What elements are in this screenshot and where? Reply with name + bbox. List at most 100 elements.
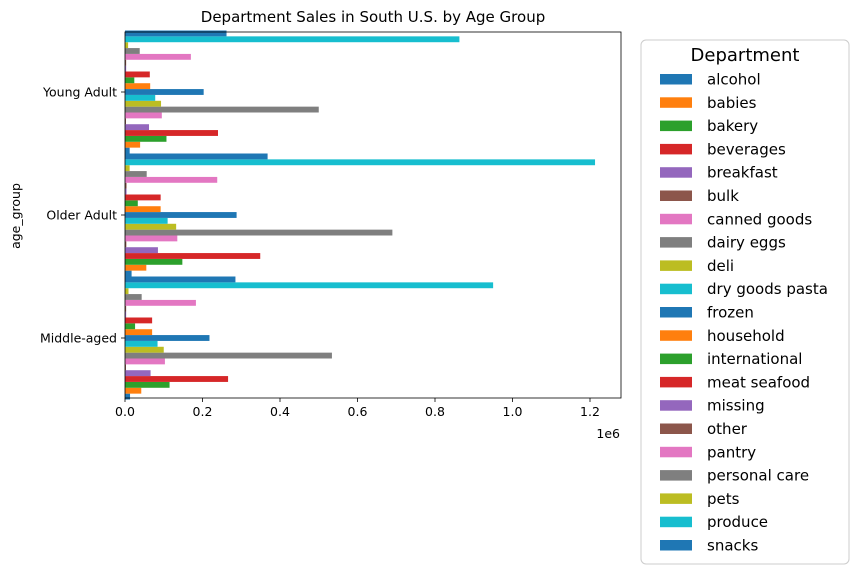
legend: Department alcohol babies bakery beverages br… (640, 39, 850, 565)
bar-young-adult-missing (125, 65, 127, 72)
bar-older-adult-household (125, 206, 161, 213)
legend-title: Department (691, 45, 800, 66)
legend-label-alcohol: alcohol (707, 71, 761, 89)
bar-young-adult-snacks (125, 30, 227, 37)
x-axis-offset-label: 1e6 (596, 426, 620, 441)
x-tick-label: 1.0 (503, 404, 523, 419)
legend-swatch-canned-goods (660, 213, 692, 225)
legend-label-beverages: beverages (707, 140, 786, 158)
bar-middle-aged-breakfast (125, 370, 151, 377)
bar-young-adult-breakfast (125, 124, 150, 131)
bar-middle-aged-bakery (125, 381, 170, 388)
bar-older-adult-alcohol (125, 270, 132, 277)
bar-young-adult-pets (125, 42, 129, 49)
legend-swatch-snacks (660, 540, 692, 551)
bar-older-adult-canned-goods (125, 235, 178, 242)
legend-label-produce: produce (707, 513, 768, 531)
bar-young-adult-pantry (125, 53, 191, 60)
legend-label-canned-goods: canned goods (707, 210, 812, 228)
bar-middle-aged-deli (125, 346, 164, 353)
x-tick-label: 0.6 (348, 404, 368, 419)
bar-middle-aged-bulk (125, 364, 126, 371)
bar-middle-aged-household (125, 329, 153, 336)
bar-young-adult-beverages (125, 130, 218, 136)
legend-label-breakfast: breakfast (707, 164, 778, 182)
bar-young-adult-bakery (125, 135, 167, 142)
bar-young-adult-babies (125, 141, 141, 148)
legend-label-dry-goods-pasta: dry goods pasta (707, 280, 828, 298)
y-tick-label: Young Adult (42, 85, 117, 100)
bar-middle-aged-alcohol (125, 393, 131, 400)
bar-middle-aged-other (125, 305, 127, 312)
bar-older-adult-dry-goods-pasta (125, 217, 168, 224)
legend-label-frozen: frozen (707, 304, 754, 322)
bar-older-adult-personal-care (125, 171, 147, 177)
y-tick-label: Older Adult (46, 208, 117, 223)
bar-middle-aged-canned-goods (125, 358, 165, 365)
legend-swatch-bulk (660, 190, 692, 201)
bar-young-adult-frozen (125, 89, 204, 95)
legend-label-snacks: snacks (707, 537, 758, 555)
legend-swatch-dry-goods-pasta (660, 283, 692, 295)
legend-swatch-bakery (660, 120, 692, 132)
legend-swatch-dairy-eggs (660, 237, 692, 248)
x-tick-label: 0.8 (425, 404, 445, 419)
bar-older-adult-bulk (125, 241, 127, 248)
bar-middle-aged-missing (125, 311, 127, 318)
legend-label-household: household (707, 327, 785, 345)
bar-young-adult-bulk (125, 118, 126, 125)
bar-middle-aged-international (125, 323, 136, 330)
legend-swatch-missing (660, 400, 692, 411)
bar-young-adult-canned-goods (125, 112, 162, 119)
bar-older-adult-beverages (125, 253, 261, 259)
bar-older-adult-breakfast (125, 247, 158, 254)
legend-label-missing: missing (707, 397, 765, 415)
bar-older-adult-dairy-eggs (125, 229, 393, 236)
bar-older-adult-frozen (125, 212, 237, 218)
bar-middle-aged-babies (125, 387, 142, 394)
bar-young-adult-dairy-eggs (125, 106, 319, 113)
bar-middle-aged-pantry (125, 299, 196, 306)
legend-label-pantry: pantry (707, 443, 756, 461)
bar-middle-aged-produce (125, 282, 494, 289)
bar-young-adult-alcohol (125, 147, 130, 154)
legend-label-deli: deli (707, 257, 734, 275)
bar-young-adult-dry-goods-pasta (125, 94, 156, 101)
x-tick-label: 0.0 (115, 404, 135, 419)
legend-swatch-meat-seafood (660, 376, 692, 388)
legend-label-international: international (707, 350, 802, 368)
legend-label-dairy-eggs: dairy eggs (707, 234, 786, 252)
legend-swatch-household (660, 330, 692, 341)
y-axis-label: age_group (8, 183, 23, 249)
legend-label-meat-seafood: meat seafood (707, 373, 810, 391)
legend-swatch-produce (660, 516, 692, 528)
bar-middle-aged-dry-goods-pasta (125, 340, 158, 347)
x-tick-label: 0.4 (270, 404, 290, 419)
bar-young-adult-other (125, 59, 127, 66)
bar-older-adult-other (125, 182, 127, 189)
bar-middle-aged-personal-care (125, 294, 142, 300)
legend-swatch-beverages (660, 143, 692, 155)
bar-young-adult-household (125, 83, 151, 90)
plot-area: 0.0 0.2 0.4 0.6 0.8 1.0 1.2 Middle-aged Older Ad… (40, 30, 622, 419)
bar-young-adult-deli (125, 100, 162, 107)
legend-label-babies: babies (707, 94, 757, 112)
bar-older-adult-deli (125, 223, 177, 230)
x-tick-label: 0.2 (193, 404, 213, 419)
legend-label-bulk: bulk (707, 187, 739, 205)
bar-older-adult-international (125, 200, 138, 207)
legend-box (640, 39, 850, 565)
legend-label-pets: pets (707, 490, 740, 508)
x-tick-label: 1.2 (580, 404, 600, 419)
legend-label-personal-care: personal care (707, 467, 809, 485)
bar-middle-aged-frozen (125, 335, 210, 341)
chart-title: Department Sales in South U.S. by Age Gr… (201, 8, 545, 26)
legend-swatch-other (660, 423, 692, 434)
legend-swatch-babies (660, 97, 692, 108)
bar-middle-aged-pets (125, 288, 129, 295)
legend-swatch-pets (660, 493, 692, 504)
bar-middle-aged-beverages (125, 376, 229, 382)
legend-swatch-international (660, 353, 692, 365)
bar-older-adult-snacks (125, 153, 268, 160)
